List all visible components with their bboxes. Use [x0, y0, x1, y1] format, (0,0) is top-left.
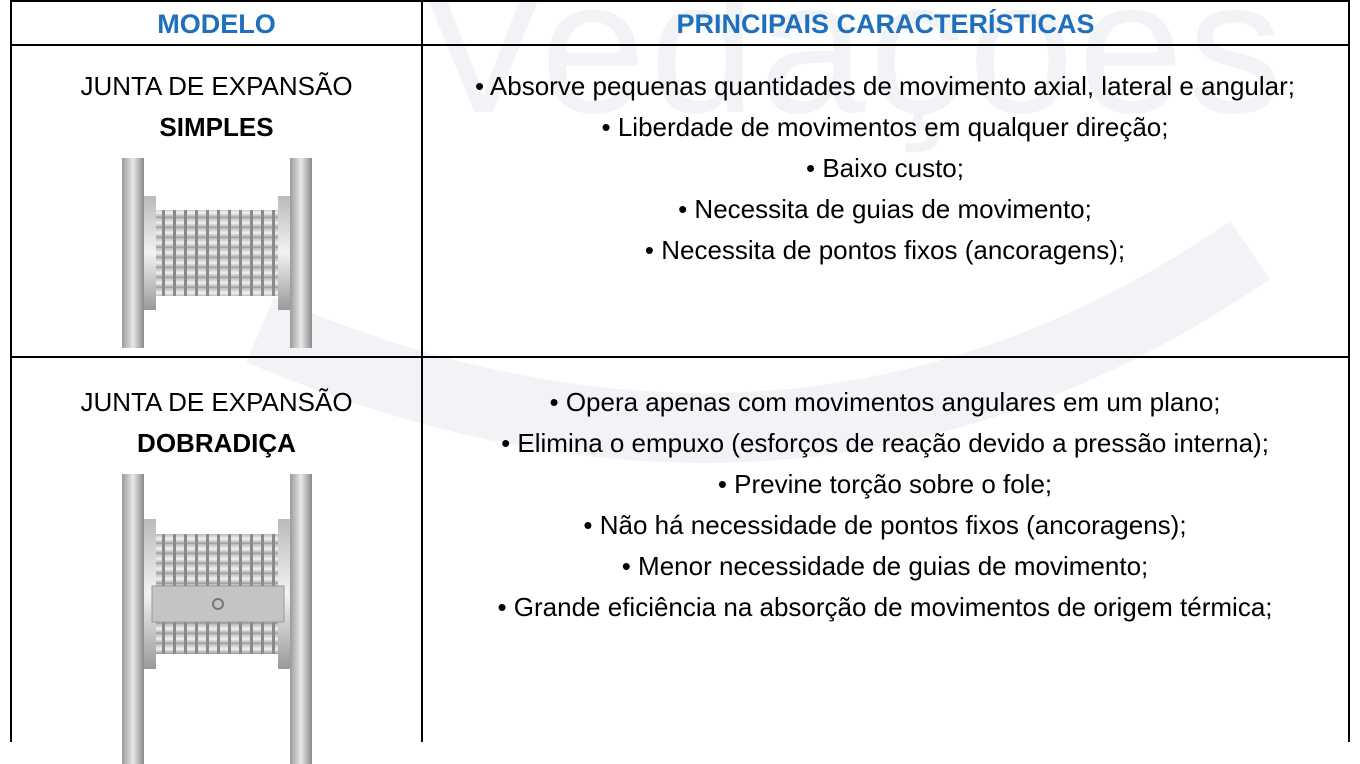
bellows-image — [121, 474, 312, 764]
model-name: SIMPLES — [159, 112, 274, 142]
header-cell: PRINCIPAIS CARACTERÍSTICAS — [676, 9, 1095, 39]
model-cell: JUNTA DE EXPANSÃO SIMPLES — [12, 66, 421, 348]
border — [10, 44, 1350, 46]
watermark: Vedações — [420, 0, 1287, 153]
border — [10, 356, 1350, 358]
model-type: JUNTA DE EXPANSÃO — [80, 71, 353, 101]
feature: • Não há necessidade de pontos fixos (an… — [583, 510, 1187, 540]
feature: • Absorve pequenas quantidades de movime… — [475, 71, 1295, 101]
feature: • Necessita de guias de movimento; — [678, 194, 1092, 224]
feature: • Elimina o empuxo (esforços de reação d… — [501, 428, 1269, 458]
header-cell: MODELO — [157, 9, 276, 39]
model-name: DOBRADIÇA — [137, 428, 296, 458]
features-cell: • Opera apenas com movimentos angulares … — [440, 382, 1330, 628]
feature: • Grande eficiência na absorção de movim… — [497, 592, 1273, 622]
model-cell: JUNTA DE EXPANSÃO DOBRADIÇA — [12, 382, 421, 764]
feature: • Previne torção sobre o fole; — [717, 469, 1053, 499]
border — [10, 0, 1350, 2]
border — [10, 0, 12, 742]
bellows-image — [121, 158, 312, 348]
watermark-arc — [246, 221, 1270, 463]
feature: • Opera apenas com movimentos angulares … — [549, 387, 1221, 417]
feature: • Menor necessidade de guias de moviment… — [621, 551, 1149, 581]
border — [421, 0, 423, 742]
page: Vedações MODELO PRINCIPAIS CARACTERÍSTIC… — [10, 0, 1350, 764]
model-type: JUNTA DE EXPANSÃO — [80, 387, 353, 417]
border — [1348, 0, 1350, 742]
feature: • Baixo custo; — [806, 153, 964, 183]
feature: • Necessita de pontos fixos (ancoragens)… — [644, 235, 1126, 265]
feature: • Liberdade de movimentos em qualquer di… — [601, 112, 1169, 142]
features-cell: • Absorve pequenas quantidades de movime… — [470, 66, 1300, 271]
